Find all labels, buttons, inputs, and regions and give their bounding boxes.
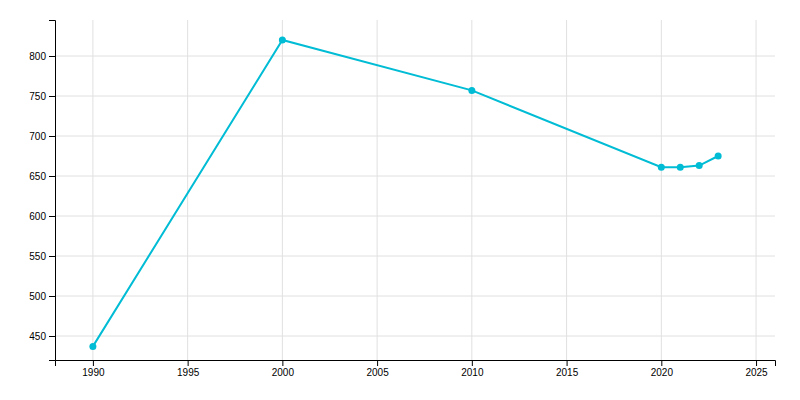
x-tick-label: 2010 xyxy=(461,367,484,378)
grid-line xyxy=(377,20,378,360)
point xyxy=(468,87,475,94)
point xyxy=(715,153,722,160)
y-tick-mark xyxy=(49,336,55,337)
point xyxy=(696,162,703,169)
series xyxy=(89,37,721,350)
y-tick: 500 xyxy=(29,291,55,302)
x-tick-mark xyxy=(567,360,568,366)
chart: 1990 1995 2000 2005 2010 2015 2020 2025 450 500 55… xyxy=(0,0,800,400)
x-tick: 2020 xyxy=(651,360,674,378)
y-tick-label: 750 xyxy=(29,91,46,102)
point xyxy=(677,164,684,171)
x-tick-mark xyxy=(472,360,473,366)
x-tick: 1990 xyxy=(82,360,105,378)
grid-line xyxy=(55,336,775,337)
x-tick-label: 1990 xyxy=(82,367,105,378)
plot: 1990 1995 2000 2005 2010 2015 2020 2025 450 500 55… xyxy=(29,20,775,378)
y-tick: 700 xyxy=(29,131,55,142)
y-tick-label: 550 xyxy=(29,251,46,262)
x-axis-line xyxy=(56,361,776,367)
y-tick: 750 xyxy=(29,91,55,102)
grid-line xyxy=(661,20,662,360)
x-tick-label: 2000 xyxy=(272,367,295,378)
x-tick-mark xyxy=(377,360,378,366)
grid-line xyxy=(187,20,188,360)
x-tick-mark xyxy=(661,360,662,366)
grid-line xyxy=(55,216,775,217)
y-axis-line xyxy=(49,21,56,361)
y-tick-mark xyxy=(49,256,55,257)
y-tick-label: 650 xyxy=(29,171,46,182)
grid-line xyxy=(471,20,472,360)
grid-line xyxy=(55,136,775,137)
y-tick-mark xyxy=(49,216,55,217)
x-tick-label: 1995 xyxy=(177,367,200,378)
x-tick-mark xyxy=(188,360,189,366)
x-tick-mark xyxy=(756,360,757,366)
y-tick-mark xyxy=(49,56,55,57)
y-tick: 450 xyxy=(29,331,55,342)
x-tick-mark xyxy=(93,360,94,366)
y-tick-mark xyxy=(49,176,55,177)
x-tick-label: 2005 xyxy=(366,367,389,378)
grid-line xyxy=(566,20,567,360)
y-tick: 800 xyxy=(29,51,55,62)
y-tick-label: 450 xyxy=(29,331,46,342)
y-tick-mark xyxy=(49,296,55,297)
grid-line xyxy=(92,20,93,360)
x-tick-label: 2015 xyxy=(556,367,579,378)
grid-line xyxy=(756,20,757,360)
y-axis: 450 500 550 600 650 700 750 800 xyxy=(29,21,55,361)
x-tick: 2025 xyxy=(745,360,768,378)
x-tick-label: 2025 xyxy=(745,367,768,378)
x-tick: 2000 xyxy=(272,360,295,378)
grid-line xyxy=(55,256,775,257)
grid-line xyxy=(55,56,775,57)
grid-line xyxy=(55,176,775,177)
x-tick-mark xyxy=(282,360,283,366)
grid-line xyxy=(55,296,775,297)
y-tick-label: 700 xyxy=(29,131,46,142)
grid xyxy=(55,20,775,360)
grid-line xyxy=(282,20,283,360)
x-tick: 2010 xyxy=(461,360,484,378)
y-tick: 600 xyxy=(29,211,55,222)
line xyxy=(93,40,718,346)
x-tick: 2005 xyxy=(366,360,389,378)
point xyxy=(89,343,96,350)
x-tick: 1995 xyxy=(177,360,200,378)
y-tick-mark xyxy=(49,136,55,137)
point xyxy=(658,164,665,171)
y-tick-label: 600 xyxy=(29,211,46,222)
y-tick: 650 xyxy=(29,171,55,182)
y-tick-mark xyxy=(49,96,55,97)
y-tick-label: 500 xyxy=(29,291,46,302)
x-tick-label: 2020 xyxy=(651,367,674,378)
x-tick: 2015 xyxy=(556,360,579,378)
grid-line xyxy=(55,96,775,97)
point xyxy=(279,37,286,44)
y-tick: 550 xyxy=(29,251,55,262)
x-axis: 1990 1995 2000 2005 2010 2015 2020 2025 xyxy=(56,360,776,378)
y-tick-label: 800 xyxy=(29,51,46,62)
